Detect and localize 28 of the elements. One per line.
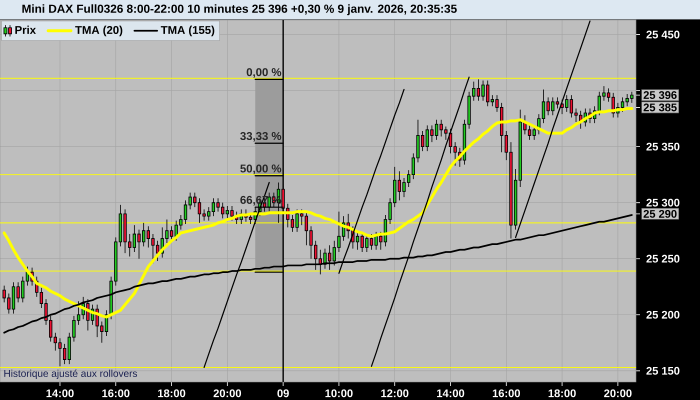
y-tick-label: 25 396 (644, 91, 677, 100)
y-tick-label: 25 200 (646, 310, 680, 319)
annotation: 33,33 % (240, 132, 282, 142)
y-tick-label: 25 290 (644, 210, 677, 218)
chart-title: Mini DAX Full0326 8:00-22:00 10 minutes 25 396 +0,30 % 9 janv. 2026, 20:35:35 (22, 4, 457, 16)
y-tick-label: 25 300 (646, 198, 680, 207)
y-tick-label: 25 385 (644, 104, 677, 112)
x-tick-label: 14:00 (437, 389, 464, 398)
y-tick-label: 25 450 (646, 30, 680, 38)
y-tick-label: 25 350 (646, 142, 680, 151)
x-tick-label: 20:00 (214, 389, 242, 398)
x-tick-label: 09 (277, 389, 289, 398)
x-tick-label: 16:00 (102, 389, 130, 398)
legend-label: TMA (20) (75, 26, 122, 36)
x-tick-label: 18:00 (158, 389, 186, 398)
annotation: 50,00 % (240, 164, 282, 174)
x-tick-label: 16:00 (492, 389, 520, 398)
legend-label: Prix (15, 26, 36, 34)
x-tick-label: 14:00 (46, 389, 74, 398)
x-tick-label: 18:00 (548, 389, 576, 398)
x-tick-label: 12:00 (381, 389, 408, 398)
x-tick-label: 20:00 (604, 389, 632, 398)
y-tick-label: 25 150 (646, 366, 680, 375)
legend-label: TMA (155) (160, 26, 214, 36)
annotation: Historique ajusté aux rollovers (4, 370, 138, 379)
x-tick-label: 10:00 (325, 389, 353, 398)
annotation: 0,00 % (246, 68, 282, 78)
y-tick-label: 25 250 (646, 254, 680, 263)
